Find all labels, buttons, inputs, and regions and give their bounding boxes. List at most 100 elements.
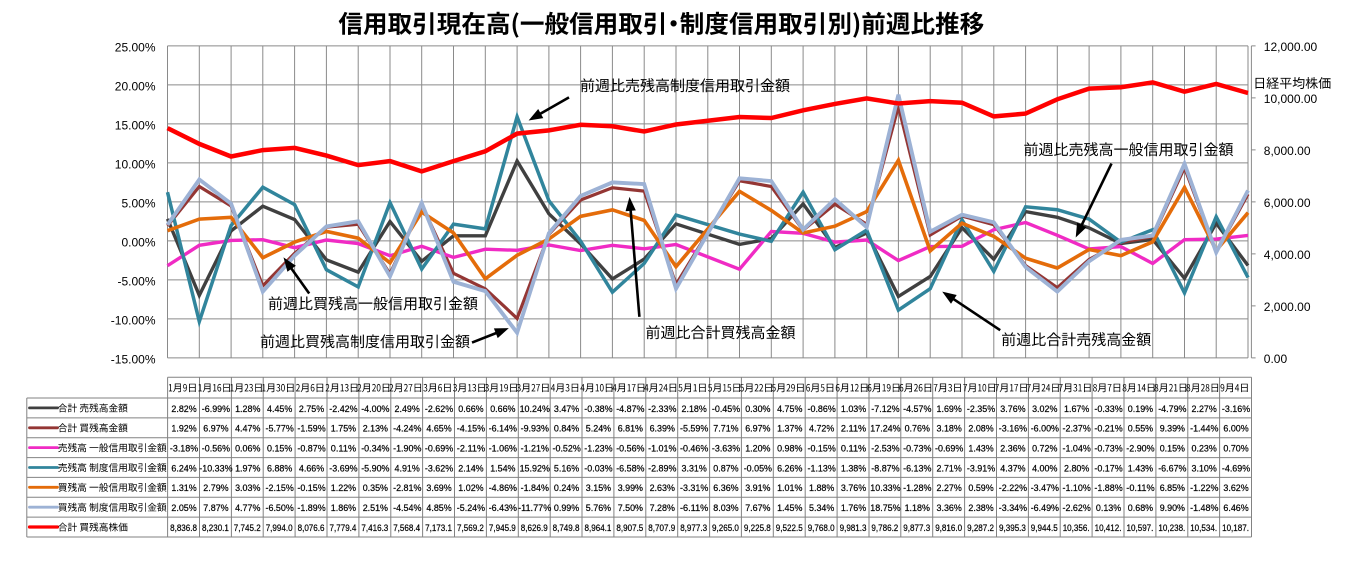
svg-text:-0.21%: -0.21% — [1094, 424, 1123, 435]
svg-text:0.30%: 0.30% — [745, 404, 771, 415]
svg-text:-6.13%: -6.13% — [903, 463, 932, 474]
svg-text:-3.18%: -3.18% — [170, 444, 199, 455]
svg-text:8,749.8: 8,749.8 — [553, 523, 580, 534]
svg-text:-1.22%: -1.22% — [1190, 483, 1219, 494]
svg-text:-3.63%: -3.63% — [712, 444, 741, 455]
svg-text:2.05%: 2.05% — [171, 503, 197, 514]
svg-text:9,225.8: 9,225.8 — [744, 523, 771, 534]
svg-text:-6.99%: -6.99% — [202, 404, 231, 415]
svg-text:-0.05%: -0.05% — [744, 463, 773, 474]
svg-text:-4.79%: -4.79% — [1158, 404, 1187, 415]
svg-text:4,000.00: 4,000.00 — [1264, 248, 1311, 262]
svg-text:-1.04%: -1.04% — [1063, 444, 1092, 455]
svg-text:-2.53%: -2.53% — [871, 444, 900, 455]
svg-text:-6.58%: -6.58% — [616, 463, 645, 474]
svg-text:10,238.: 10,238. — [1158, 523, 1185, 534]
svg-text:2.27%: 2.27% — [937, 483, 963, 494]
svg-text:2.38%: 2.38% — [968, 503, 994, 514]
svg-text:6.24%: 6.24% — [171, 463, 197, 474]
svg-text:3.15%: 3.15% — [586, 483, 612, 494]
svg-text:-1.21%: -1.21% — [521, 444, 550, 455]
svg-text:-1.59%: -1.59% — [297, 424, 326, 435]
svg-text:0.06%: 0.06% — [235, 444, 261, 455]
svg-text:1.01%: 1.01% — [777, 483, 803, 494]
svg-text:-6.00%: -6.00% — [1031, 424, 1060, 435]
svg-text:3.76%: 3.76% — [841, 483, 867, 494]
svg-text:2.18%: 2.18% — [682, 404, 708, 415]
svg-text:-0.17%: -0.17% — [1094, 463, 1123, 474]
svg-text:-3.62%: -3.62% — [425, 463, 454, 474]
svg-text:2.80%: 2.80% — [1064, 463, 1090, 474]
svg-text:-0.38%: -0.38% — [584, 404, 613, 415]
svg-text:-7.12%: -7.12% — [871, 404, 900, 415]
svg-text:-5.90%: -5.90% — [361, 463, 390, 474]
svg-text:-10.33%: -10.33% — [199, 463, 233, 474]
svg-text:7,779.4: 7,779.4 — [330, 523, 357, 534]
svg-text:6.81%: 6.81% — [618, 424, 644, 435]
svg-text:6.97%: 6.97% — [203, 424, 229, 435]
svg-text:1.43%: 1.43% — [1128, 463, 1154, 474]
svg-text:7.87%: 7.87% — [203, 503, 229, 514]
svg-text:0.99%: 0.99% — [554, 503, 580, 514]
svg-text:0.24%: 0.24% — [554, 483, 580, 494]
svg-text:0.66%: 0.66% — [458, 404, 484, 415]
svg-text:2.75%: 2.75% — [299, 404, 325, 415]
svg-text:0.00%: 0.00% — [121, 235, 155, 249]
svg-text:-2.62%: -2.62% — [425, 404, 454, 415]
svg-text:2.49%: 2.49% — [395, 404, 421, 415]
svg-text:9,768.0: 9,768.0 — [808, 523, 835, 534]
svg-text:2.27%: 2.27% — [1192, 404, 1218, 415]
svg-text:1.88%: 1.88% — [809, 483, 835, 494]
svg-text:-2.35%: -2.35% — [967, 404, 996, 415]
svg-text:8,076.6: 8,076.6 — [298, 523, 325, 534]
svg-text:4.91%: 4.91% — [395, 463, 421, 474]
svg-text:5.76%: 5.76% — [586, 503, 612, 514]
svg-text:0.76%: 0.76% — [905, 424, 931, 435]
svg-text:2.63%: 2.63% — [650, 483, 676, 494]
svg-text:1.31%: 1.31% — [171, 483, 197, 494]
svg-text:17.24%: 17.24% — [870, 424, 901, 435]
svg-text:6.36%: 6.36% — [713, 483, 739, 494]
svg-text:4.65%: 4.65% — [426, 424, 452, 435]
svg-text:9,877.3: 9,877.3 — [903, 523, 930, 534]
svg-text:1.38%: 1.38% — [841, 463, 867, 474]
svg-text:-11.77%: -11.77% — [518, 503, 552, 514]
svg-text:-2.33%: -2.33% — [648, 404, 677, 415]
svg-text:1.22%: 1.22% — [331, 483, 357, 494]
svg-text:3.36%: 3.36% — [937, 503, 963, 514]
svg-text:5.24%: 5.24% — [586, 424, 612, 435]
svg-text:0.00: 0.00 — [1264, 352, 1288, 366]
svg-text:15.00%: 15.00% — [115, 118, 156, 132]
svg-text:-5.59%: -5.59% — [680, 424, 709, 435]
svg-text:-1.48%: -1.48% — [1190, 503, 1219, 514]
svg-text:7.71%: 7.71% — [713, 424, 739, 435]
svg-text:9,944.5: 9,944.5 — [1031, 523, 1058, 534]
svg-text:0.11%: 0.11% — [841, 444, 867, 455]
svg-text:3.10%: 3.10% — [1192, 463, 1218, 474]
svg-text:-4.24%: -4.24% — [393, 424, 422, 435]
svg-text:-2.37%: -2.37% — [1063, 424, 1092, 435]
svg-text:0.11%: 0.11% — [331, 444, 357, 455]
svg-text:1.92%: 1.92% — [171, 424, 197, 435]
svg-text:-1.84%: -1.84% — [521, 483, 550, 494]
svg-text:25.00%: 25.00% — [115, 40, 156, 54]
svg-text:10.33%: 10.33% — [870, 483, 901, 494]
svg-text:9,395.3: 9,395.3 — [999, 523, 1026, 534]
svg-text:8,977.3: 8,977.3 — [680, 523, 707, 534]
svg-text:6.88%: 6.88% — [267, 463, 293, 474]
svg-text:1.86%: 1.86% — [331, 503, 357, 514]
svg-text:-2.42%: -2.42% — [329, 404, 358, 415]
svg-text:3.03%: 3.03% — [235, 483, 261, 494]
svg-text:-0.03%: -0.03% — [584, 463, 613, 474]
svg-text:12,000.00: 12,000.00 — [1264, 40, 1318, 54]
svg-text:-2.11%: -2.11% — [457, 444, 486, 455]
svg-text:-0.15%: -0.15% — [297, 483, 326, 494]
svg-text:8,000.00: 8,000.00 — [1264, 144, 1311, 158]
svg-text:6.46%: 6.46% — [1223, 503, 1249, 514]
svg-text:-3.34%: -3.34% — [999, 503, 1028, 514]
svg-text:-0.73%: -0.73% — [903, 444, 932, 455]
svg-text:8.03%: 8.03% — [713, 503, 739, 514]
svg-text:10,534.: 10,534. — [1190, 523, 1217, 534]
svg-text:9.39%: 9.39% — [1160, 424, 1186, 435]
svg-text:1.28%: 1.28% — [235, 404, 261, 415]
